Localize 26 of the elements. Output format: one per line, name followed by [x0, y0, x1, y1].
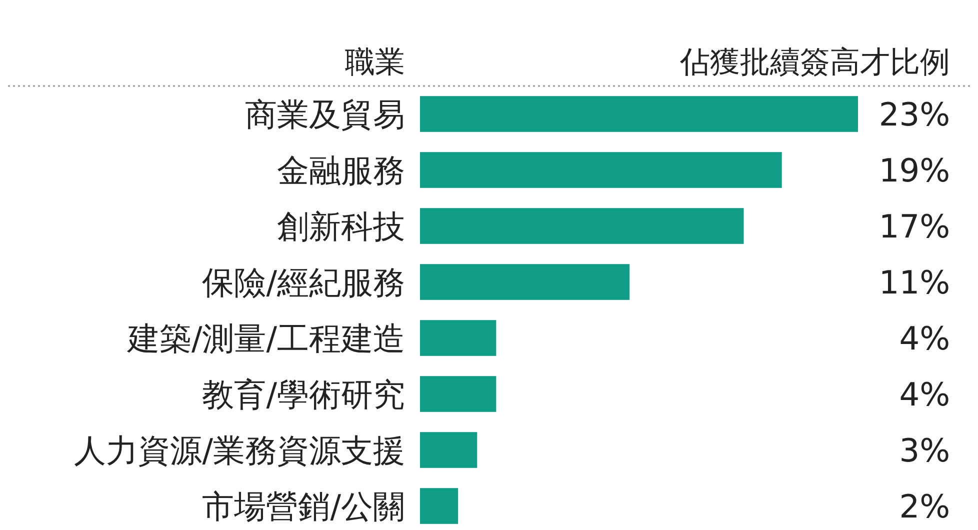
- data-label: 23%: [878, 96, 950, 134]
- y-tick-label: 創新科技: [277, 208, 405, 246]
- bar: [420, 488, 458, 524]
- bar: [420, 320, 496, 356]
- y-axis-title: 職業: [345, 45, 405, 80]
- data-label: 4%: [899, 320, 950, 358]
- bar: [420, 152, 782, 188]
- bar: [420, 264, 630, 300]
- data-label: 3%: [899, 432, 950, 470]
- x-axis-title: 佔獲批續簽高才比例: [679, 45, 950, 80]
- data-label: 17%: [878, 208, 950, 246]
- data-label: 4%: [899, 376, 950, 414]
- y-tick-label: 金融服務: [277, 152, 405, 190]
- y-tick-label: 教育/學術研究: [202, 376, 405, 414]
- y-tick-label: 建築/測量/工程建造: [126, 320, 405, 358]
- bar: [420, 96, 858, 132]
- bar: [420, 208, 744, 244]
- data-label: 19%: [878, 152, 950, 190]
- data-label: 11%: [878, 264, 950, 302]
- bar: [420, 376, 496, 412]
- y-tick-label: 保險/經紀服務: [202, 264, 405, 302]
- y-tick-label: 商業及貿易: [245, 96, 405, 134]
- bar: [420, 432, 478, 468]
- y-tick-label: 人力資源/業務資源支援: [74, 432, 405, 470]
- y-tick-label: 市場營銷/公關: [202, 488, 405, 526]
- data-label: 2%: [899, 488, 950, 526]
